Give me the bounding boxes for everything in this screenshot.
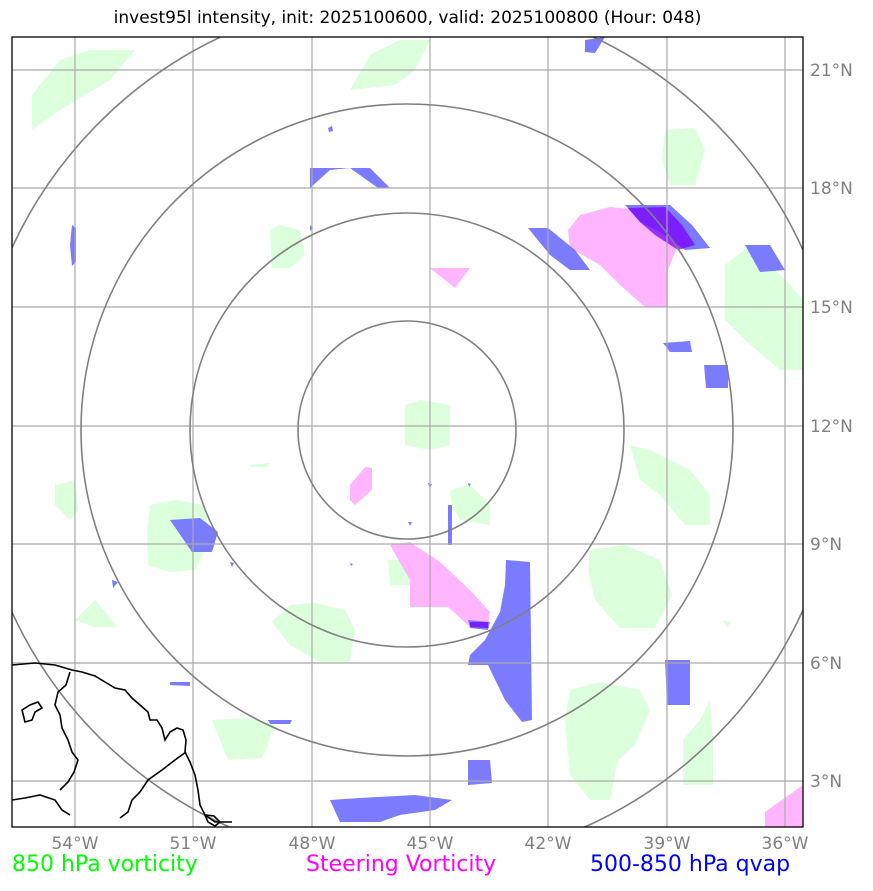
plot-frame [11,36,804,828]
legend-850-vorticity: 850 hPa vorticity [12,852,198,877]
map-title: invest95l intensity, init: 2025100600, v… [113,8,702,28]
lat-tick-label: 18°N [810,179,853,199]
legend-steering-vorticity: Steering Vorticity [306,852,497,877]
overlap-layer [470,207,695,628]
lat-tick-label: 6°N [810,654,842,674]
range-ring-1 [297,320,517,540]
lat-tick-label: 15°N [810,298,853,318]
lon-tick-label: 42°W [525,834,572,854]
lat-tick-label: 9°N [810,535,842,555]
lat-tick-labels: 21°N 18°N 15°N 12°N 9°N 6°N 3°N [810,61,853,792]
lon-tick-labels: 54°W 51°W 48°W 45°W 42°W 39°W 36°W [52,834,809,854]
lon-tick-label: 54°W [52,834,99,854]
lon-tick-label: 51°W [170,834,217,854]
lon-tick-label: 36°W [762,834,809,854]
range-ring-3 [80,103,734,757]
gridlines [12,37,803,827]
range-ring-2 [189,212,625,648]
range-rings [12,37,803,827]
legend-qvap: 500-850 hPa qvap [590,852,791,877]
lat-tick-label: 12°N [810,417,853,437]
lon-tick-label: 45°W [407,834,454,854]
lat-tick-label: 3°N [810,772,842,792]
vorticity-850-layer [32,40,803,800]
lon-tick-label: 39°W [644,834,691,854]
lat-tick-label: 21°N [810,61,853,81]
lon-tick-label: 48°W [289,834,336,854]
coastline [12,662,232,827]
